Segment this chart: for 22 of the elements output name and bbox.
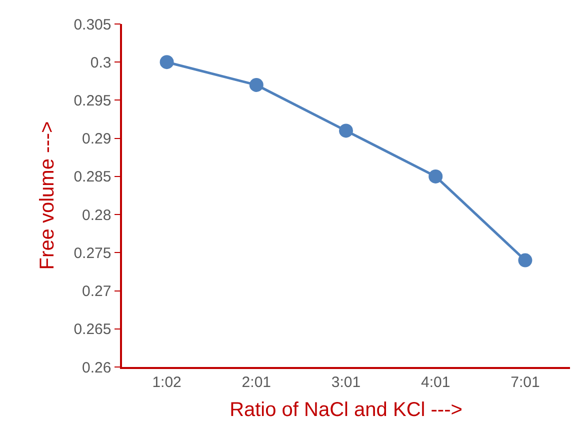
- point: [518, 253, 532, 268]
- y-tick-label: 0.265: [74, 321, 112, 338]
- y-tick-label: 0.29: [82, 130, 112, 148]
- y-tick-label: 0.305: [74, 16, 112, 34]
- x-tick-label: 2:01: [242, 374, 271, 391]
- x-tick-label: 3:01: [331, 374, 361, 391]
- x-tick-label: 1:02: [152, 374, 182, 391]
- y-tick-label: 0.26: [82, 359, 112, 376]
- y-tick-label: 0.3: [90, 54, 112, 72]
- x-tick-label: 4:01: [421, 374, 450, 391]
- x-tick-label: 7:01: [510, 374, 540, 391]
- point: [249, 78, 264, 92]
- y-tick-label: 0.295: [74, 92, 112, 110]
- y-tick-label: 0.27: [82, 283, 112, 300]
- y-tick-label: 0.28: [82, 206, 112, 224]
- x-axis-title: Ratio of NaCl and KCl --->: [230, 398, 462, 421]
- point: [428, 169, 443, 184]
- y-axis-title: Free volume --->: [36, 121, 59, 270]
- point: [339, 124, 353, 138]
- point: [160, 55, 174, 70]
- y-tick-label: 0.275: [74, 244, 112, 262]
- y-tick-label: 0.285: [74, 168, 112, 186]
